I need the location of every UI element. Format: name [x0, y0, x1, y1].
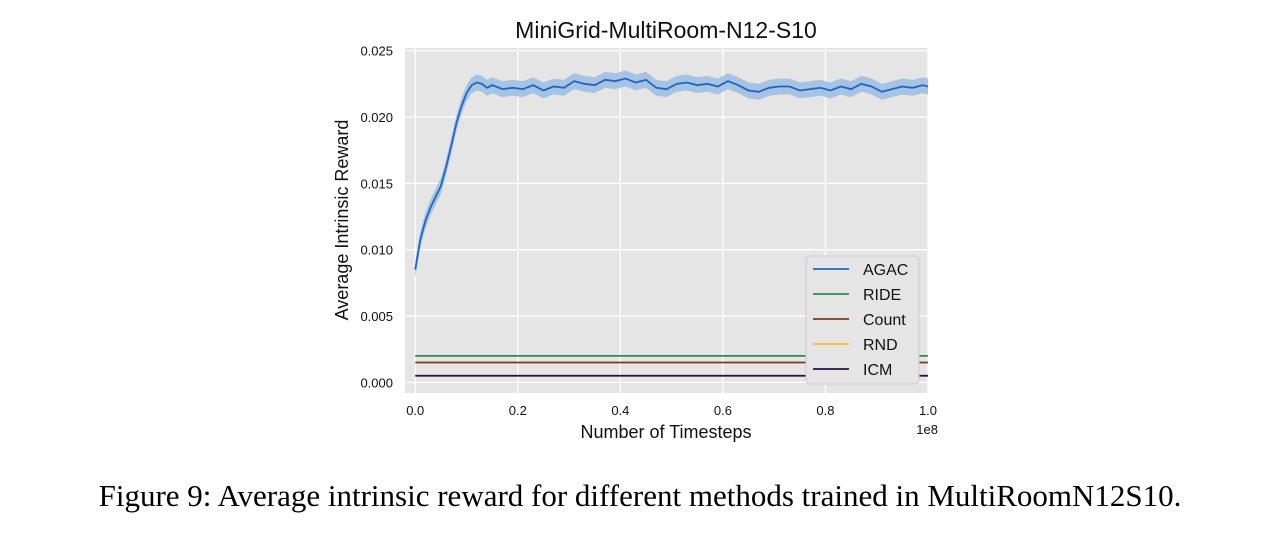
- x-tick-label: 1.0: [919, 403, 937, 418]
- series-layer: [414, 70, 929, 377]
- y-tick-label: 0.015: [360, 176, 393, 191]
- x-tick-label: 0.8: [816, 403, 834, 418]
- x-tick-label: 0.0: [406, 403, 424, 418]
- y-axis-label: Average Intrinsic Reward: [332, 120, 352, 321]
- x-tick-label: 0.2: [509, 403, 527, 418]
- y-tick-label: 0.025: [360, 44, 393, 59]
- legend-label-agac: AGAC: [863, 262, 908, 279]
- series-agac-line: [414, 77, 929, 270]
- x-offset-label: 1e8: [916, 422, 938, 437]
- x-tick-label: 0.4: [611, 403, 629, 418]
- legend-label-rnd: RND: [863, 337, 898, 354]
- y-tick-label: 0.000: [360, 375, 393, 390]
- series-agac-band: [415, 70, 929, 278]
- figure-caption: Figure 9: Average intrinsic reward for d…: [98, 478, 1182, 513]
- legend-box: [805, 255, 920, 385]
- y-tick-label: 0.005: [360, 309, 393, 324]
- x-tick-label: 0.6: [714, 403, 732, 418]
- legend-label-ride: RIDE: [863, 287, 901, 304]
- y-tick-labels: 0.000 0.005 0.010 0.015 0.020 0.025: [360, 44, 393, 391]
- legend: AGAC RIDE Count RND ICM: [805, 255, 920, 385]
- legend-label-count: Count: [863, 312, 906, 329]
- x-axis-label: Number of Timesteps: [580, 422, 751, 442]
- figure: MiniGrid-MultiRoom-N12-S10 0.000 0.005 0.0…: [332, 17, 938, 442]
- legend-label-icm: ICM: [863, 362, 892, 379]
- x-tick-labels: 0.0 0.2 0.4 0.6 0.8 1.0: [406, 403, 937, 418]
- chart-title: MiniGrid-MultiRoom-N12-S10: [515, 17, 817, 43]
- y-tick-label: 0.020: [360, 110, 393, 125]
- intrinsic-reward-chart: MiniGrid-MultiRoom-N12-S10 0.0000.0050.0…: [332, 17, 938, 442]
- y-tick-label: 0.010: [360, 243, 393, 258]
